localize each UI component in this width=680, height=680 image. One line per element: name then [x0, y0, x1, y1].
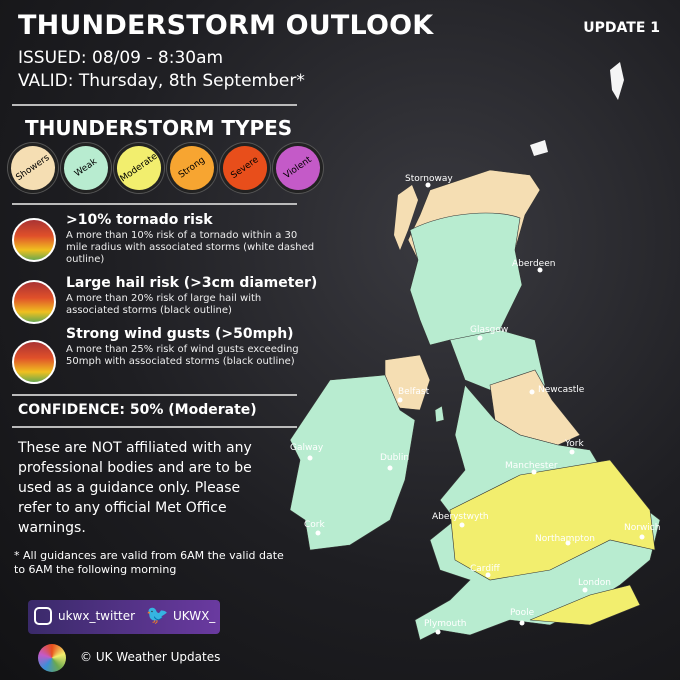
city-glasgow: Glasgow — [470, 325, 508, 341]
city-label: Glasgow — [470, 325, 508, 335]
city-stornoway: Stornoway — [405, 174, 453, 188]
types-title: THUNDERSTORM TYPES — [25, 116, 293, 140]
type-weak: Weak — [51, 133, 121, 203]
update-label: UPDATE 1 — [583, 20, 660, 36]
divider — [12, 203, 297, 205]
hail-risk-text: A more than 20% risk of large hail with … — [66, 293, 262, 316]
tornado-risk-title: >10% tornado risk — [66, 212, 213, 228]
city-northampton: Northampton — [535, 534, 595, 546]
city-newcastle: Newcastle — [529, 385, 585, 395]
city-label: Northampton — [535, 534, 595, 544]
city-dublin: Dublin — [380, 453, 409, 471]
type-label: Strong — [176, 155, 208, 181]
moderate-zone — [449, 459, 656, 581]
confidence-text: CONFIDENCE: 50% (Moderate) — [18, 402, 257, 418]
city-london: London — [578, 578, 611, 593]
scotland-weak-zone — [409, 212, 523, 351]
city-label: London — [578, 578, 611, 588]
divider — [12, 426, 297, 428]
city-label: Stornoway — [405, 174, 453, 184]
shetland-land — [610, 62, 624, 100]
city-label: Aberystwyth — [432, 512, 489, 522]
city-cork: Cork — [304, 520, 325, 536]
hail-icon — [12, 280, 56, 324]
city-aberdeen: Aberdeen — [512, 259, 555, 273]
city-label: Manchester — [505, 461, 558, 471]
validity-note: * All guidances are valid from 6AM the v… — [14, 549, 284, 576]
page-title: THUNDERSTORM OUTLOOK — [18, 10, 434, 41]
divider — [12, 394, 297, 396]
type-strong: Strong — [157, 133, 227, 203]
city-galway: Galway — [290, 443, 324, 461]
wind-risk-title: Strong wind gusts (>50mph) — [66, 326, 294, 342]
disclaimer-text: These are NOT affiliated with any profes… — [18, 440, 252, 536]
city-york: York — [564, 439, 585, 455]
twitter-handle[interactable]: UKWX_ — [173, 609, 216, 623]
social-bar: ukwx_twitter 🐦 UKWX_ — [28, 600, 220, 634]
orkney-land — [530, 140, 548, 156]
tornado-icon — [12, 218, 56, 262]
moderate-zone-south — [529, 584, 641, 626]
type-moderate: Moderate — [104, 133, 174, 203]
instagram-icon — [34, 607, 52, 625]
type-severe: Severe — [210, 133, 280, 203]
valid-text: VALID: Thursday, 8th September* — [18, 71, 305, 91]
type-showers: Showers — [0, 133, 68, 203]
city-label: Newcastle — [538, 385, 585, 395]
isle-of-man-land — [434, 405, 445, 423]
hebrides-land — [394, 185, 418, 250]
city-label: Aberdeen — [512, 259, 555, 269]
city-label: York — [564, 439, 585, 449]
city-label: Belfast — [398, 387, 430, 397]
city-aberystwyth: Aberystwyth — [432, 512, 489, 528]
city-label: Poole — [510, 608, 535, 618]
type-label: Showers — [14, 152, 52, 184]
city-norwich: Norwich — [624, 523, 660, 540]
type-label: Severe — [229, 154, 261, 182]
city-manchester: Manchester — [505, 461, 558, 475]
footer-credit: © UK Weather Updates — [80, 650, 221, 664]
city-poole: Poole — [510, 608, 535, 626]
city-cardiff: Cardiff — [470, 564, 501, 578]
instagram-handle[interactable]: ukwx_twitter — [58, 609, 136, 623]
divider — [12, 104, 297, 106]
city-label: Cork — [304, 520, 325, 530]
uk-ireland-map: Stornoway Aberdeen Glasgow Newcastle Bel… — [290, 62, 660, 641]
type-label: Weak — [73, 156, 99, 180]
wind-icon — [12, 340, 56, 384]
city-label: Dublin — [380, 453, 409, 463]
city-plymouth: Plymouth — [424, 619, 466, 635]
city-label: Galway — [290, 443, 324, 453]
type-label: Moderate — [118, 151, 160, 185]
hail-risk-title: Large hail risk (>3cm diameter) — [66, 275, 318, 291]
city-label: Norwich — [624, 523, 660, 533]
issued-text: ISSUED: 08/09 - 8:30am — [18, 48, 224, 68]
ireland-land — [290, 374, 416, 551]
wind-risk-text: A more than 25% risk of wind gusts excee… — [66, 344, 299, 367]
tornado-risk-text: A more than 10% risk of a tornado within… — [66, 230, 315, 265]
city-label: Plymouth — [424, 619, 466, 629]
twitter-icon: 🐦 — [146, 605, 169, 626]
ukwu-logo — [38, 644, 66, 672]
city-label: Cardiff — [470, 564, 501, 574]
city-belfast: Belfast — [397, 387, 430, 403]
